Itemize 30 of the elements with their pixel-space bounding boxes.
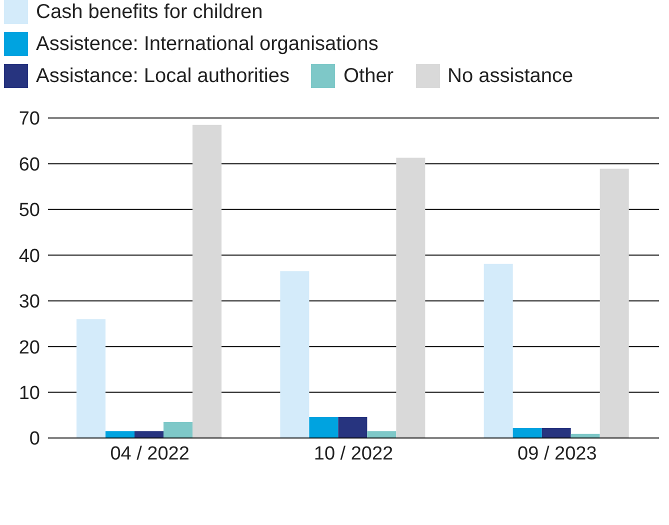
legend-label: Assistence: International organisations <box>36 32 378 56</box>
x-tick-label: 10 / 2022 <box>314 443 394 464</box>
bar <box>542 428 571 438</box>
legend-label: Assistance: Local authorities <box>36 64 290 88</box>
bar <box>106 431 135 438</box>
bar <box>280 271 310 438</box>
bar <box>512 428 542 438</box>
bar <box>338 416 368 438</box>
bar <box>164 422 193 438</box>
legend-label: Other <box>343 64 394 88</box>
y-tick-label: 70 <box>18 108 40 130</box>
bar <box>484 264 513 438</box>
y-tick-label: 60 <box>18 154 40 176</box>
x-tick-label: 04 / 2022 <box>110 443 190 464</box>
legend-label: No assistance <box>448 64 574 88</box>
y-tick-label: 10 <box>18 383 40 404</box>
bar <box>396 158 426 438</box>
y-tick-label: 20 <box>18 337 40 358</box>
bar <box>192 124 222 438</box>
y-tick-label: 40 <box>18 246 40 267</box>
bar <box>309 416 338 438</box>
y-tick-label: 30 <box>18 292 40 313</box>
x-tick-label: 09 / 2023 <box>518 443 597 464</box>
y-tick-label: 50 <box>18 200 40 222</box>
bar <box>76 319 106 438</box>
y-tick-label: 0 <box>29 428 40 450</box>
bar <box>600 168 629 438</box>
legend-label: Cash benefits for children <box>36 0 263 24</box>
bar <box>134 431 164 438</box>
bar <box>367 431 396 438</box>
